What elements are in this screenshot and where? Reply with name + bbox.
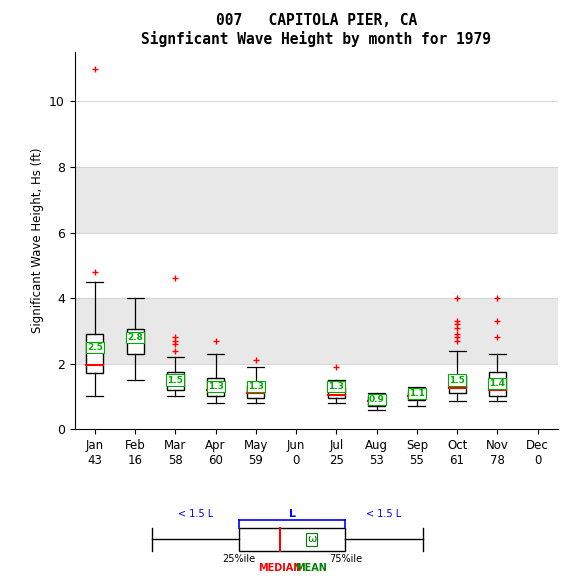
Text: 1.3: 1.3 [328,382,344,391]
Bar [408,392,426,400]
Text: 25%ile: 25%ile [223,554,256,564]
Text: MEAN: MEAN [296,563,327,572]
Text: L: L [289,509,296,519]
Text: 1.4: 1.4 [489,379,505,388]
Text: 1.5: 1.5 [449,375,465,385]
Bar [368,396,385,406]
Text: ω: ω [307,534,316,545]
Bar [448,375,466,393]
Text: MEDIAN: MEDIAN [258,563,301,572]
Bar [328,388,345,398]
Bar [75,167,558,233]
Text: 2.8: 2.8 [127,333,143,342]
Bar [167,372,184,390]
Title: 007   CAPITOLA PIER, CA
Signficant Wave Height by month for 1979: 007 CAPITOLA PIER, CA Signficant Wave He… [141,13,491,47]
Text: < 1.5 L: < 1.5 L [178,509,213,519]
Text: 1.3: 1.3 [248,382,264,391]
Bar [207,378,224,396]
Text: < 1.5 L: < 1.5 L [366,509,402,519]
Text: 75%ile: 75%ile [329,554,362,564]
Text: 1.3: 1.3 [208,382,224,391]
Text: 2.5: 2.5 [87,343,103,351]
Text: 1.1: 1.1 [409,389,425,398]
Bar [75,298,558,364]
Bar [239,528,346,551]
Bar [86,334,104,374]
Y-axis label: Significant Wave Height, Hs (ft): Significant Wave Height, Hs (ft) [30,148,44,334]
Text: 0.9: 0.9 [369,395,385,404]
Bar [489,372,506,396]
Text: 1.5: 1.5 [167,375,183,385]
Bar [126,329,144,354]
Bar [247,385,264,398]
